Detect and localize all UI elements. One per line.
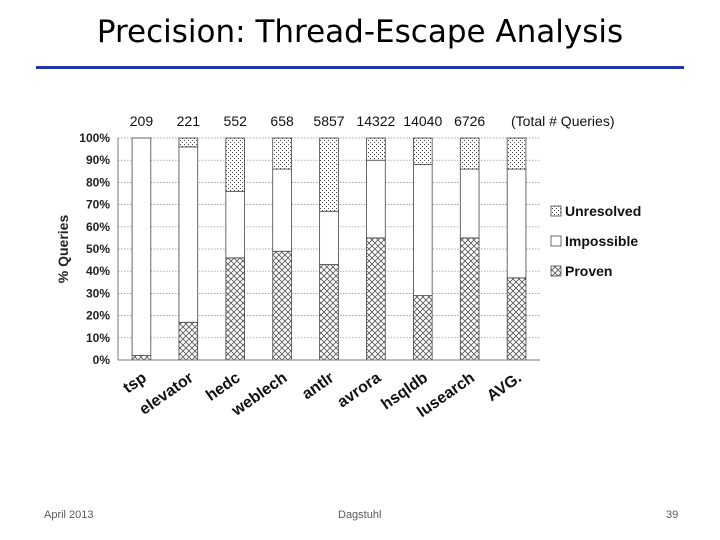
total-queries-label: 14040 [403,113,442,129]
y-axis-label: % Queries [55,215,71,284]
bar-proven-hsqldb [412,295,433,361]
legend-label-unresolved: Unresolved [565,203,641,219]
y-tick-label: 40% [86,264,110,278]
bar-proven-tsp [131,355,152,361]
bar-impossible-hsqldb [412,164,433,297]
legend-swatch-unresolved [550,205,562,217]
total-queries-label: 221 [177,113,201,129]
x-tick-label: AVG. [484,369,525,405]
x-tick-label: avrora [334,369,384,411]
footer-date: April 2013 [44,509,94,521]
footer-venue: Dagstuhl [338,509,382,521]
x-tick-label: elevator [137,369,197,418]
bar-proven-weblech [272,250,292,361]
y-tick-label: 50% [86,242,110,256]
total-queries-label: 14322 [356,113,395,129]
bar-unresolved-lusearch [459,137,480,170]
y-tick-label: 20% [86,309,110,323]
total-queries-label: 552 [224,113,248,129]
y-tick-label: 10% [86,331,110,345]
total-queries-label: 6726 [454,113,485,129]
legend-swatch-impossible [550,235,562,247]
bar-unresolved-avg [506,137,527,170]
y-tick-label: 90% [86,153,110,167]
bar-unresolved-weblech [272,137,292,170]
legend-label-impossible: Impossible [565,233,638,249]
x-tick-label: antlr [299,369,337,403]
bar-unresolved-avrora [366,137,386,161]
bar-proven-lusearch [459,237,480,361]
bar-unresolved-antlr [319,137,339,212]
bar-proven-avrora [366,237,386,361]
bar-impossible-hedc [225,190,246,259]
bar-impossible-elevator [178,146,199,323]
bar-unresolved-hsqldb [412,137,433,166]
bar-impossible-avrora [366,159,386,239]
bar-impossible-weblech [272,168,292,252]
bar-impossible-antlr [319,210,339,265]
total-queries-label: 209 [130,113,154,129]
y-tick-label: 80% [86,175,110,189]
slide-number: 39 [666,509,679,521]
total-queries-label: 658 [270,113,294,129]
y-tick-label: 30% [86,286,110,300]
total-queries-note: (Total # Queries) [511,113,614,129]
total-queries-label: 5857 [313,113,344,129]
y-tick-label: 60% [86,220,110,234]
legend-swatch-proven [550,265,562,277]
bar-proven-avg [506,277,527,361]
bar-proven-hedc [225,257,246,361]
y-tick-label: 100% [79,131,110,145]
bar-impossible-avg [506,168,527,279]
slide-title: Precision: Thread-Escape Analysis [96,14,624,50]
bar-unresolved-hedc [225,137,246,192]
stacked-bar-chart: 0% 10% 20% 30% 40% 50% 60% 70% 80% 90% 100% % Queri… [55,113,641,421]
legend-label-proven: Proven [565,263,612,279]
title-underline [36,66,684,69]
bar-impossible-lusearch [459,168,480,239]
bar-proven-elevator [178,321,199,361]
bar-impossible-tsp [131,137,152,356]
y-tick-label: 0% [93,353,111,367]
x-tick-label: tsp [120,369,150,397]
bar-unresolved-elevator [178,137,199,148]
bar-proven-antlr [319,264,339,361]
y-tick-label: 70% [86,198,110,212]
